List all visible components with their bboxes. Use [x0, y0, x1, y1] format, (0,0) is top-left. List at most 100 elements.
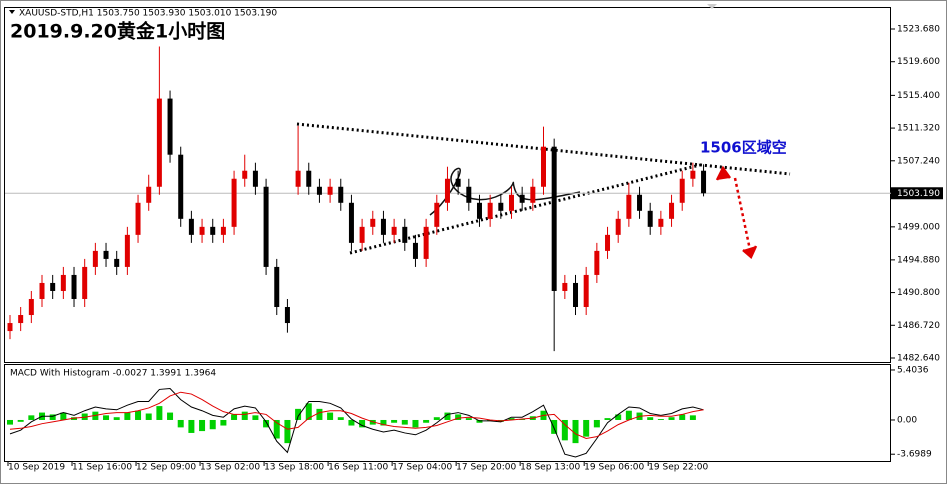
- x-tick-label: 11 Sep 16:00: [72, 463, 132, 473]
- histogram-bar: [156, 406, 163, 420]
- y-tick-label: 1511.320: [897, 124, 940, 134]
- candle-body: [551, 146, 557, 291]
- macd-title: MACD With Histogram -0.0027 1.3991 1.396…: [10, 369, 216, 379]
- candle-body: [519, 194, 525, 203]
- histogram-bar: [177, 419, 184, 428]
- candle-body: [252, 170, 258, 187]
- candle-body: [647, 210, 653, 227]
- histogram-bar: [433, 417, 440, 420]
- histogram-bar: [348, 419, 355, 426]
- histogram-bar: [60, 412, 67, 420]
- candle-body: [508, 194, 514, 211]
- histogram-bar: [423, 419, 430, 423]
- candle-body: [39, 282, 45, 299]
- menu-arrow: [9, 10, 15, 14]
- histogram-bar: [551, 419, 558, 434]
- histogram-bar: [305, 403, 312, 420]
- current-price-box: [891, 187, 943, 200]
- histogram-bar: [263, 419, 270, 428]
- scroll-marker: [707, 4, 717, 9]
- y-tick-label: 1499.000: [897, 222, 940, 232]
- histogram-bar: [167, 412, 174, 420]
- histogram-bar: [593, 419, 600, 428]
- candle-body: [466, 186, 472, 203]
- histogram-bar: [380, 419, 387, 426]
- candle-body: [306, 170, 312, 187]
- candle-body: [316, 186, 322, 195]
- candle-body: [359, 226, 365, 243]
- candle-body: [455, 178, 461, 187]
- histogram-bar: [7, 419, 13, 425]
- histogram-bar: [209, 419, 216, 430]
- histogram-bar: [391, 419, 398, 423]
- candle-body: [156, 98, 162, 187]
- y-tick-label: 1486.720: [897, 321, 940, 331]
- candle-body: [71, 274, 77, 299]
- candle-body: [220, 226, 226, 235]
- candle-body: [231, 178, 237, 227]
- histogram-bar: [689, 415, 696, 420]
- x-tick-label: 10 Sep 2019: [8, 463, 65, 473]
- x-tick-label: 19 Sep 22:00: [648, 463, 708, 473]
- candle-body: [434, 202, 440, 227]
- histogram-bar: [401, 419, 408, 425]
- histogram-bar: [647, 417, 654, 420]
- candle-body: [338, 186, 344, 203]
- signal-line: [9, 391, 704, 440]
- candle-body: [284, 307, 290, 324]
- histogram-bar: [252, 415, 259, 420]
- candle-body: [7, 323, 13, 332]
- histogram-bar: [455, 414, 462, 420]
- x-tick-label: 13 Sep 02:00: [200, 463, 260, 473]
- histogram-bar: [604, 418, 611, 420]
- histogram-bar: [273, 419, 280, 439]
- histogram-bar: [49, 414, 56, 420]
- candle-body: [498, 202, 504, 211]
- histogram-bar: [295, 408, 302, 420]
- candle-body: [701, 170, 707, 194]
- y-tick-label: 1482.640: [897, 353, 940, 363]
- candle-body: [594, 250, 600, 275]
- histogram-bar: [583, 419, 590, 437]
- candle-body: [18, 315, 24, 324]
- candle-body: [146, 186, 152, 203]
- y-tick-label: 0.00: [897, 415, 917, 425]
- y-tick-label: 1515.400: [897, 91, 940, 101]
- histogram-bar: [412, 419, 419, 428]
- histogram-bar: [359, 419, 366, 428]
- y-tick-label: 1490.800: [897, 288, 940, 298]
- histogram-bar: [572, 419, 579, 444]
- current-price-label: 1503.190: [897, 189, 940, 199]
- macd-line: [9, 387, 704, 458]
- x-tick-label: 17 Sep 04:00: [392, 463, 452, 473]
- histogram-bar: [199, 419, 206, 432]
- candle-body: [658, 218, 664, 227]
- candle-body: [402, 226, 408, 243]
- candle-body: [562, 282, 568, 291]
- candle-body: [28, 298, 34, 316]
- histogram-bar: [220, 419, 227, 426]
- histogram-bar: [561, 419, 568, 441]
- candle-body: [637, 194, 643, 211]
- x-tick-label: 18 Sep 13:00: [520, 463, 580, 473]
- candle-body: [583, 274, 589, 308]
- histogram-bar: [113, 417, 120, 420]
- candle-body: [690, 170, 696, 179]
- histogram-bar: [668, 417, 675, 420]
- candle-body: [348, 202, 354, 243]
- candle-body: [423, 226, 429, 259]
- histogram-bar: [679, 414, 686, 420]
- histogram-bar: [241, 411, 248, 420]
- candle-body: [135, 202, 141, 235]
- candle-body: [679, 178, 685, 203]
- histogram-bar: [28, 415, 35, 420]
- candle-body: [669, 202, 675, 219]
- annotation: 1506区域空: [700, 139, 787, 157]
- histogram-bar: [188, 419, 195, 433]
- histogram-bar: [124, 412, 131, 420]
- candle-body: [92, 250, 98, 267]
- y-tick-label: 1507.240: [897, 156, 940, 166]
- chart-header: XAUUSD-STD,H1 1503.750 1503.930 1503.010…: [19, 9, 277, 19]
- macd-panel: [4, 364, 891, 462]
